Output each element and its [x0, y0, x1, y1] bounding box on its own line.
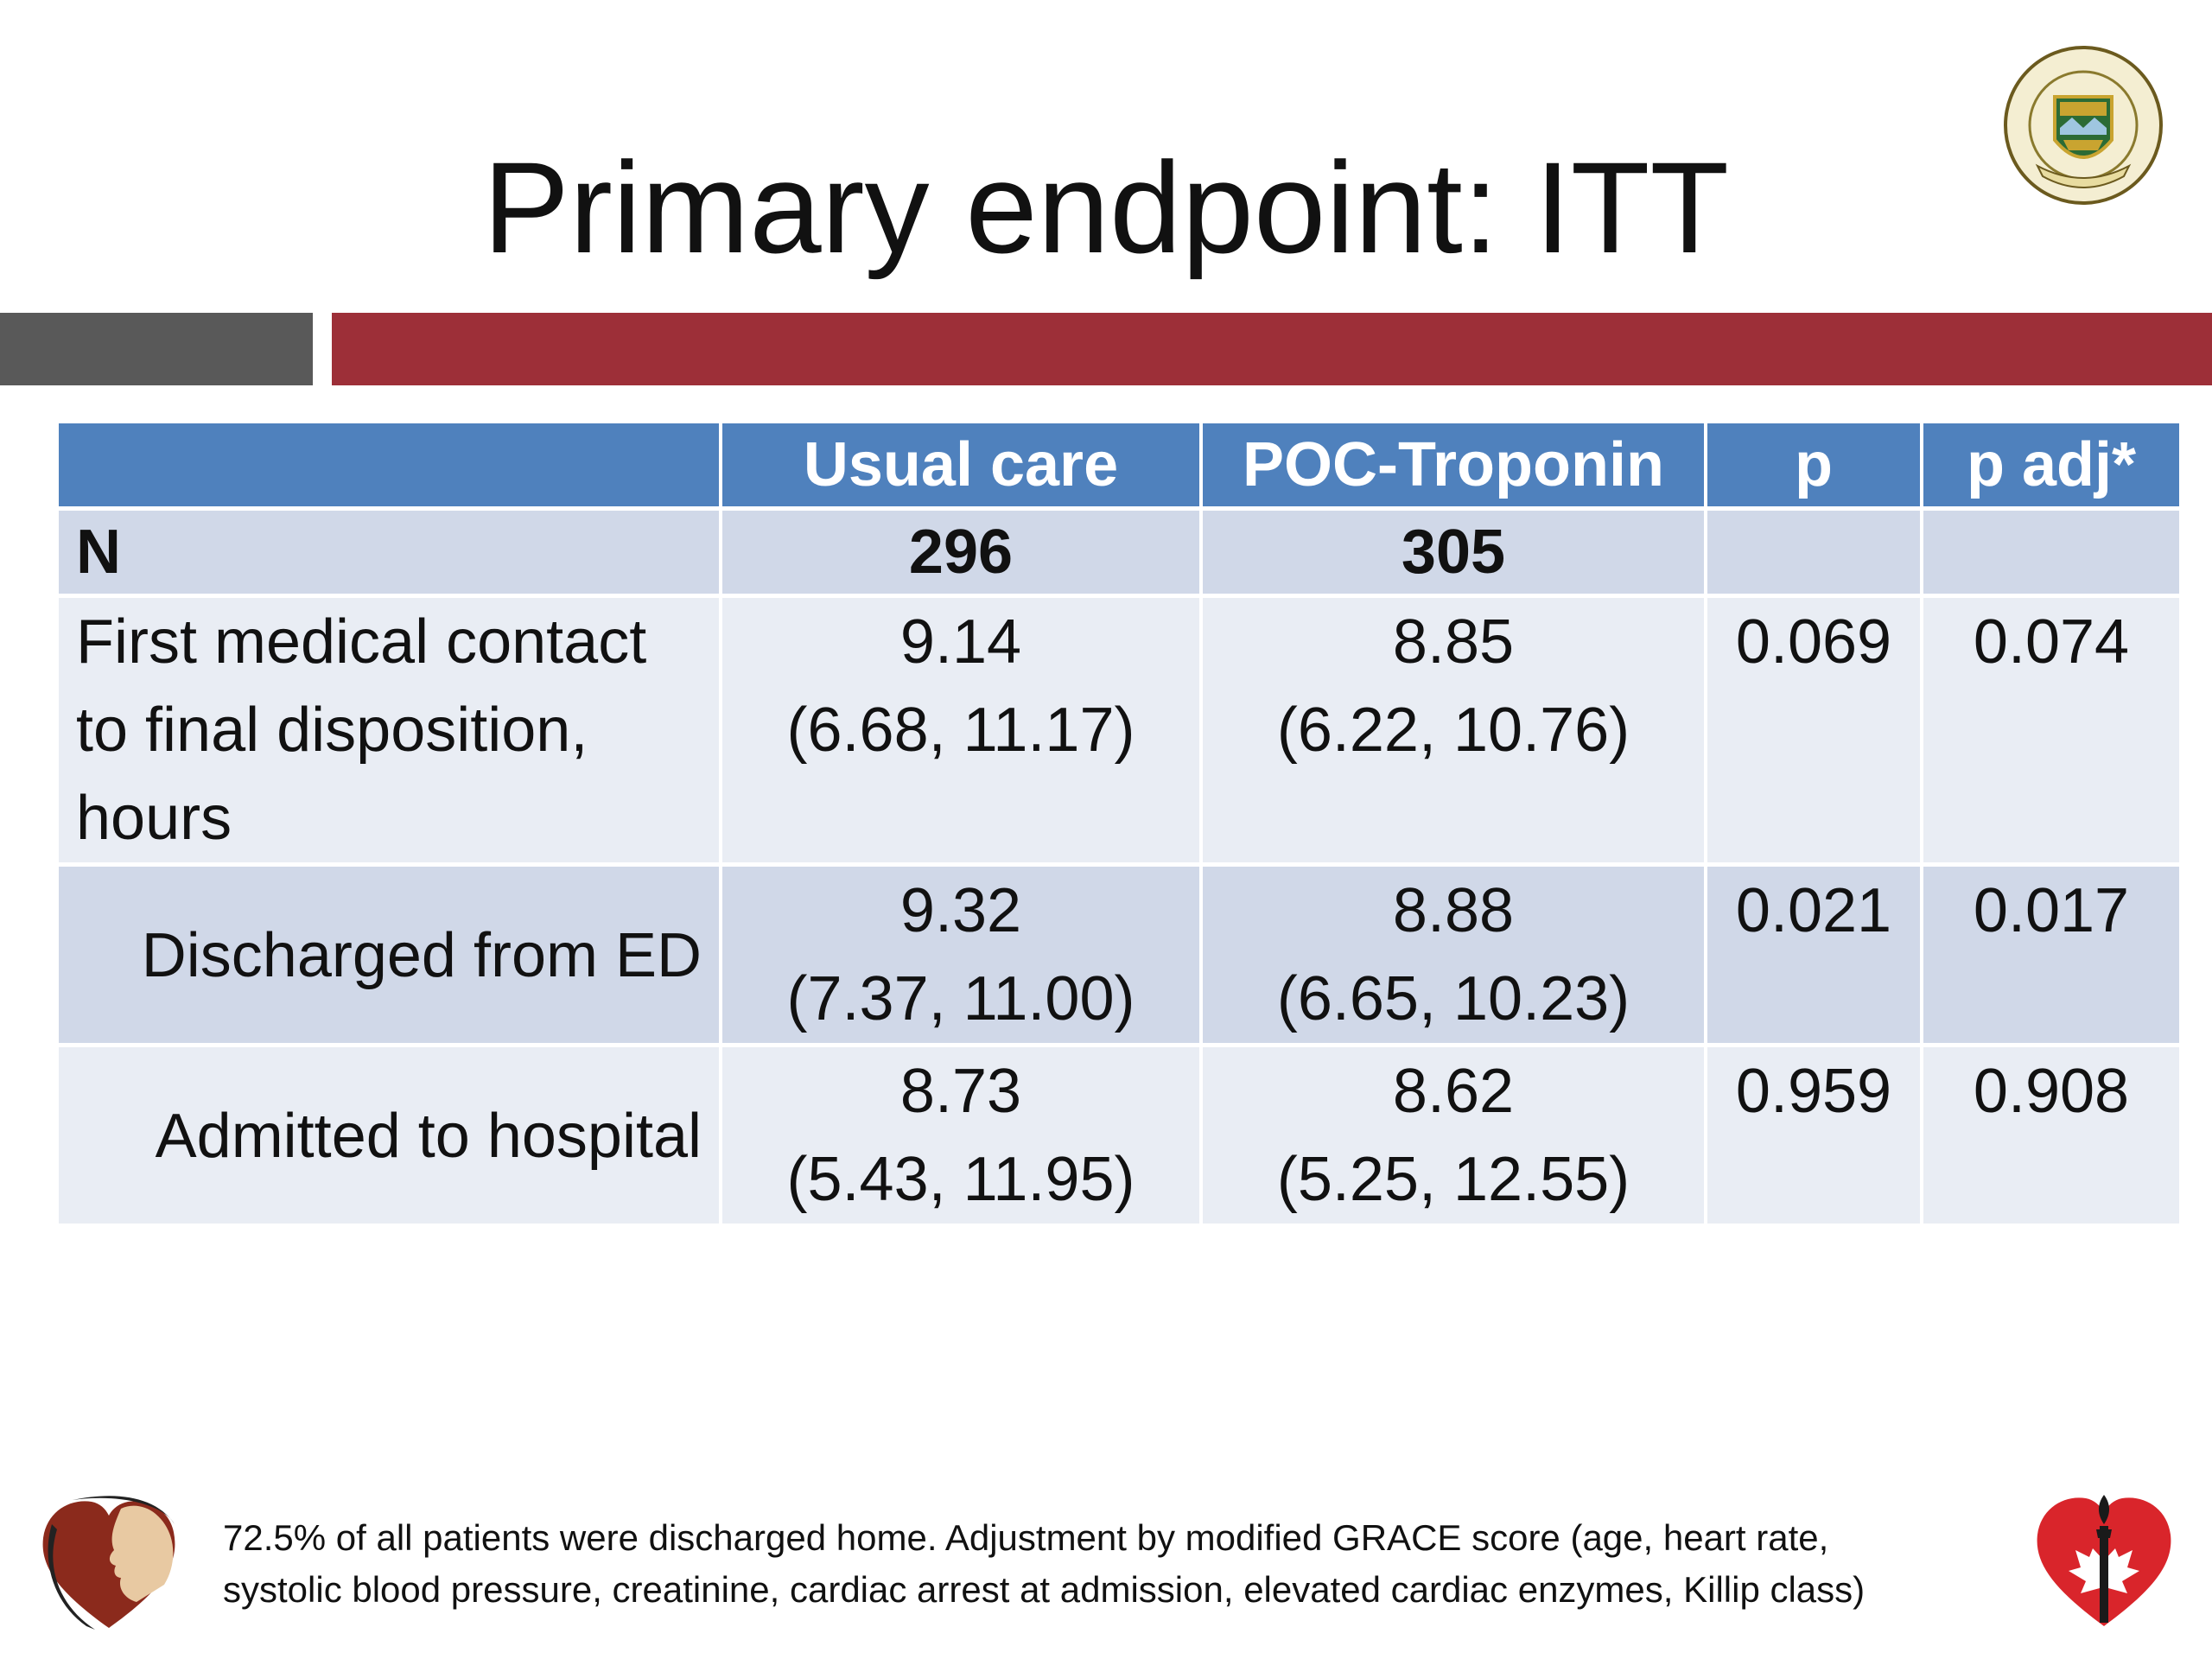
usual-care-cell: 8.73 (5.43, 11.95) — [722, 1047, 1199, 1228]
poc-troponin-cell: 8.62 (5.25, 12.55) — [1203, 1047, 1704, 1228]
row-label-line: to final disposition, — [76, 696, 588, 765]
footnote-line-1: 72.5% of all patients were discharged ho… — [223, 1517, 1829, 1558]
usual-care-cell: 9.14 (6.68, 11.17) — [722, 598, 1199, 867]
p-cell: 0.959 — [1707, 1047, 1920, 1228]
p-adj-cell: 0.908 — [1923, 1047, 2179, 1228]
iqr-value: (6.68, 11.17) — [786, 696, 1135, 765]
table-row-n: N 296 305 — [59, 511, 2179, 598]
n-poc-troponin: 305 — [1203, 511, 1704, 598]
median-value: 9.14 — [899, 607, 1022, 677]
row-label: N — [59, 511, 719, 598]
row-label-cell: Discharged from ED — [59, 867, 719, 1047]
results-table: Usual care POC-Troponin p p adj* N 296 3… — [55, 423, 2183, 1228]
p-adj-cell: 0.074 — [1923, 598, 2179, 867]
header-p: p — [1707, 423, 1920, 511]
iqr-value: (7.37, 11.00) — [786, 964, 1135, 1033]
poc-troponin-cell: 8.85 (6.22, 10.76) — [1203, 598, 1704, 867]
header-empty — [59, 423, 719, 511]
table-row-discharged: Discharged from ED 9.32 (7.37, 11.00) 8.… — [59, 867, 2179, 1047]
median-value: 8.73 — [899, 1057, 1022, 1126]
p-adj-value: 0.908 — [1973, 1057, 2130, 1126]
iqr-value: (6.65, 10.23) — [1276, 964, 1630, 1033]
header-usual-care: Usual care — [722, 423, 1199, 511]
iqr-value: (6.22, 10.76) — [1276, 696, 1630, 765]
row-label-cell: First medical contact to final dispositi… — [59, 598, 719, 867]
p-adj-cell: 0.017 — [1923, 867, 2179, 1047]
table-row-first-contact: First medical contact to final dispositi… — [59, 598, 2179, 867]
accent-bar-red — [332, 313, 2212, 385]
p-cell: 0.069 — [1707, 598, 1920, 867]
iqr-value: (5.43, 11.95) — [786, 1145, 1135, 1214]
p-value: 0.021 — [1735, 876, 1892, 945]
footnote: 72.5% of all patients were discharged ho… — [223, 1512, 1994, 1616]
footnote-line-2: systolic blood pressure, creatinine, car… — [223, 1569, 1866, 1610]
p-value: 0.959 — [1735, 1057, 1892, 1126]
usual-care-cell: 9.32 (7.37, 11.00) — [722, 867, 1199, 1047]
poc-troponin-cell: 8.88 (6.65, 10.23) — [1203, 867, 1704, 1047]
header-poc-troponin: POC-Troponin — [1203, 423, 1704, 511]
row-label: Discharged from ED — [141, 921, 702, 990]
p-cell: 0.021 — [1707, 867, 1920, 1047]
university-crest-logo — [2004, 46, 2163, 205]
median-value: 9.32 — [899, 876, 1022, 945]
p-value: 0.069 — [1735, 607, 1892, 677]
header-p-adj: p adj* — [1923, 423, 2179, 511]
n-p — [1707, 511, 1920, 598]
median-value: 8.85 — [1392, 607, 1515, 677]
table-row-admitted: Admitted to hospital 8.73 (5.43, 11.95) … — [59, 1047, 2179, 1228]
median-value: 8.88 — [1392, 876, 1515, 945]
p-adj-value: 0.074 — [1973, 607, 2130, 677]
p-adj-value: 0.017 — [1973, 876, 2130, 945]
median-value: 8.62 — [1392, 1057, 1515, 1126]
row-label-cell: Admitted to hospital — [59, 1047, 719, 1228]
table-header-row: Usual care POC-Troponin p p adj* — [59, 423, 2179, 511]
heart-torch-logo — [2037, 1495, 2171, 1626]
n-p-adj — [1923, 511, 2179, 598]
row-label: Admitted to hospital — [155, 1102, 702, 1171]
iqr-value: (5.25, 12.55) — [1276, 1145, 1630, 1214]
heart-profile-logo — [42, 1496, 175, 1630]
row-label-line: hours — [76, 784, 232, 853]
n-usual-care: 296 — [722, 511, 1199, 598]
row-label-line: First medical contact — [76, 607, 647, 677]
slide-title: Primary endpoint: ITT — [482, 135, 1730, 280]
accent-bar-gray — [0, 313, 313, 385]
